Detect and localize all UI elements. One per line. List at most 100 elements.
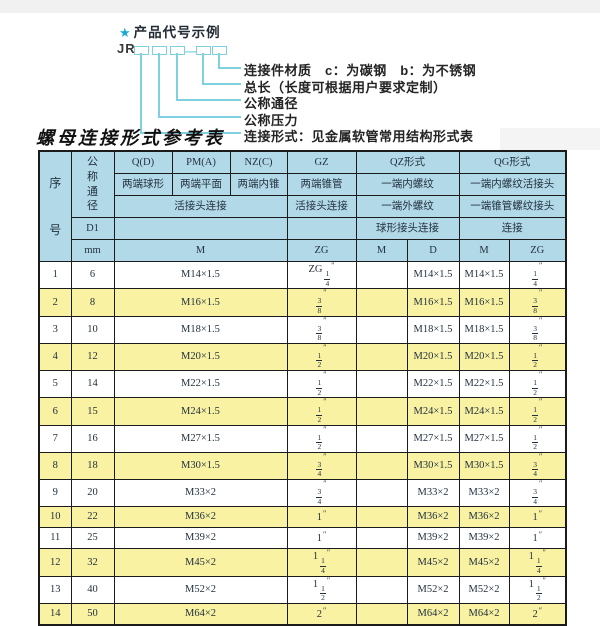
connector-v-4	[158, 53, 160, 117]
cell-dn: 6	[70, 260, 115, 290]
cell-no: 10	[38, 506, 72, 529]
cell-qz_m	[355, 397, 408, 426]
cell-qg_m: M24×1.5	[458, 397, 510, 426]
cell-qg_m: M20×1.5	[458, 342, 510, 372]
cell-zg: 3 8 ″	[286, 315, 357, 344]
cell-zg: 3 8 ″	[286, 288, 357, 317]
cell-dn: 18	[70, 451, 115, 481]
header-zg-label: ZG	[286, 239, 357, 262]
header-qz-r4: 球形接头连接	[355, 217, 460, 240]
cell-qz_m	[355, 602, 408, 626]
cell-zg: 1″	[286, 527, 357, 550]
cell-qg_m: M33×2	[458, 478, 510, 508]
cell-qg_zg: 3 8 ″	[508, 288, 567, 317]
table-row: 14 50 M64×2 2″ M64×2 M64×2 2″	[38, 602, 567, 626]
header-qg-zg: ZG	[508, 239, 567, 262]
diagram-heading: ★ 产品代号示例	[119, 21, 221, 41]
cell-qg_zg: 1 2 ″	[508, 397, 567, 426]
header-desc-qd: 两端球形	[113, 173, 173, 196]
header-code-qz: QZ形式	[355, 150, 460, 174]
cell-m: M45×2	[113, 548, 288, 577]
header-code-nzc: NZ(C)	[229, 150, 288, 174]
cell-qg_m: M22×1.5	[458, 369, 510, 399]
connector-h-1	[218, 67, 241, 69]
cell-qz_d: M20×1.5	[406, 342, 460, 372]
cell-qg_zg: 1″	[508, 527, 567, 550]
cell-zg: 1 2 ″	[286, 424, 357, 453]
label-total-length: 总长（长度可根据用户要求定制）	[244, 80, 447, 95]
header-qg-r3: 一端锥管螺纹接头	[458, 195, 567, 218]
table-row: 13 40 M52×2 1 1 2 ″ M52×2 M52×2 1 1 2 ″	[38, 575, 567, 604]
cell-qz_d: M18×1.5	[406, 315, 460, 344]
table-row: 5 14 M22×1.5 1 2 ″ M22×1.5 M22×1.5 1 2 ″	[38, 369, 567, 399]
header-mm: mm	[70, 239, 115, 262]
cell-no: 5	[38, 369, 72, 399]
table-row: 7 16 M27×1.5 1 2 ″ M27×1.5 M27×1.5 1 2 ″	[38, 424, 567, 453]
cell-qz_d: M16×1.5	[406, 288, 460, 317]
cell-m: M52×2	[113, 575, 288, 604]
cell-dn: 20	[70, 478, 115, 508]
cell-no: 12	[38, 548, 72, 577]
cell-qg_zg: 2″	[508, 602, 567, 626]
cell-qz_m	[355, 451, 408, 481]
cell-m: M39×2	[113, 527, 288, 550]
table-row: 12 32 M45×2 1 1 4 ″ M45×2 M45×2 1 1 4 ″	[38, 548, 567, 577]
cell-qz_m	[355, 527, 408, 550]
cell-qz_d: M14×1.5	[406, 260, 460, 290]
cell-m: M30×1.5	[113, 451, 288, 481]
cell-dn: 32	[70, 548, 115, 577]
cell-m: M20×1.5	[113, 342, 288, 372]
cell-qz_d: M36×2	[406, 506, 460, 529]
header-qg-m: M	[458, 239, 510, 262]
cell-qz_d: M33×2	[406, 478, 460, 508]
scan-shading	[500, 128, 600, 150]
cell-no: 6	[38, 397, 72, 426]
cell-zg: 1″	[286, 506, 357, 529]
cell-qz_m	[355, 342, 408, 372]
cell-qg_m: M14×1.5	[458, 260, 510, 290]
cell-dn: 10	[70, 315, 115, 344]
connector-h-4	[158, 116, 241, 118]
cell-m: M27×1.5	[113, 424, 288, 453]
cell-qz_m	[355, 288, 408, 317]
cell-qz_d: M64×2	[406, 602, 460, 626]
cell-zg: 1 2 ″	[286, 369, 357, 399]
cell-qz_d: M27×1.5	[406, 424, 460, 453]
header-code-qg: QG形式	[458, 150, 567, 174]
cell-no: 7	[38, 424, 72, 453]
table-row: 10 22 M36×2 1″ M36×2 M36×2 1″	[38, 506, 567, 529]
code-box-2	[152, 46, 167, 55]
header-qz-r3: 一端外螺纹	[355, 195, 460, 218]
header-desc-qg: 一端内螺纹活接头	[458, 173, 567, 196]
cell-qg_m: M30×1.5	[458, 451, 510, 481]
header-desc-nzc: 两端内锥	[229, 173, 288, 196]
header-code-pma: PM(A)	[171, 150, 231, 174]
cell-qz_m	[355, 424, 408, 453]
header-dn: 公称通径	[70, 150, 115, 218]
cell-m: M22×1.5	[113, 369, 288, 399]
cell-qz_m	[355, 506, 408, 529]
nut-connection-table: 序号 公称通径 Q(D) PM(A) NZ(C) GZ QZ形式 QG形式 两端…	[38, 150, 568, 626]
label-nominal-pressure: 公称压力	[244, 113, 299, 128]
table-row: 2 8 M16×1.5 3 8 ″ M16×1.5 M16×1.5 3 8 ″	[38, 288, 567, 317]
product-code-prefix: JR	[117, 41, 136, 56]
cell-no: 4	[38, 342, 72, 372]
cell-dn: 15	[70, 397, 115, 426]
label-nominal-diameter: 公称通径	[244, 96, 299, 111]
header-m-label: M	[113, 239, 288, 262]
cell-dn: 12	[70, 342, 115, 372]
cell-qz_d: M39×2	[406, 527, 460, 550]
code-box-1	[134, 46, 149, 55]
table-row: 6 15 M24×1.5 1 2 ″ M24×1.5 M24×1.5 1 2 ″	[38, 397, 567, 426]
cell-qg_zg: 1 4 ″	[508, 260, 567, 290]
connector-h-5	[140, 132, 241, 134]
empty-cell	[286, 217, 357, 240]
cell-zg: 1 1 2 ″	[286, 575, 357, 604]
table-row: 9 20 M33×2 3 4 ″ M33×2 M33×2 3 4 ″	[38, 478, 567, 508]
cell-qg_zg: 1 1 2 ″	[508, 575, 567, 604]
cell-qz_d: M24×1.5	[406, 397, 460, 426]
diagram-heading-text: 产品代号示例	[133, 25, 221, 40]
cell-no: 11	[38, 527, 72, 550]
cell-m: M14×1.5	[113, 260, 288, 290]
cell-dn: 14	[70, 369, 115, 399]
